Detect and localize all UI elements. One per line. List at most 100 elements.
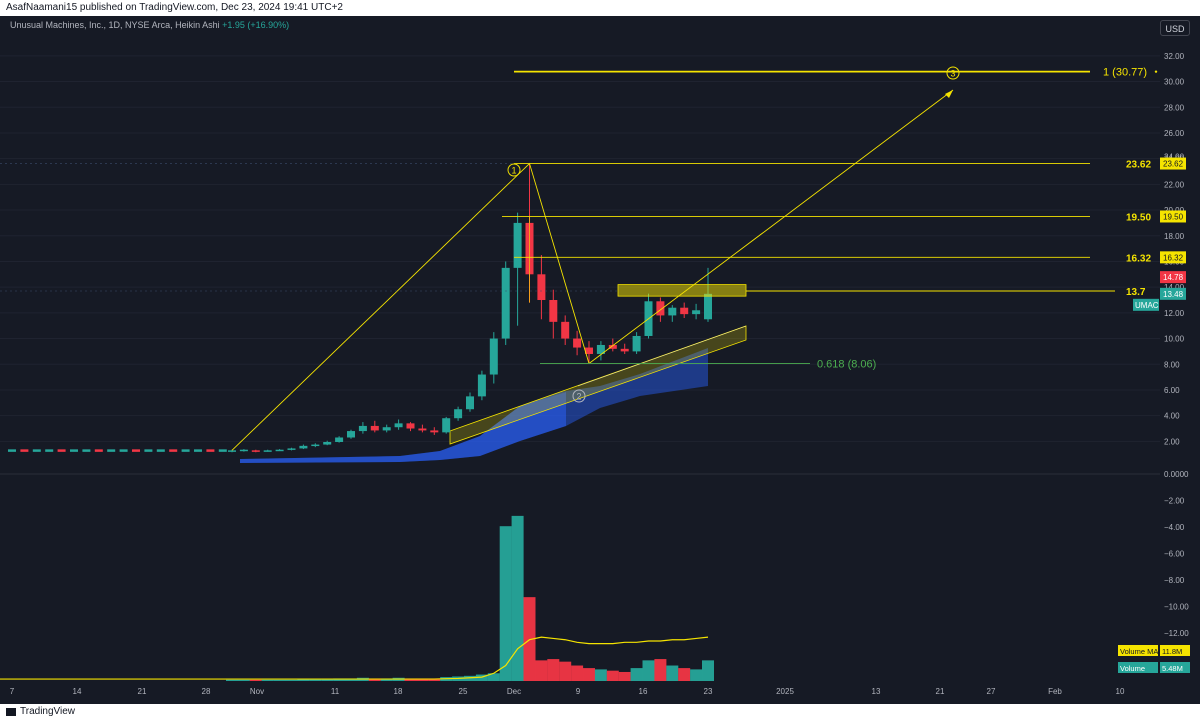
brand-bar: TradingView	[0, 704, 1200, 720]
date-axis: 7 14 21 28 Nov 11 18 25 Dec 9 16 23 2025 13 21 27 Feb 10	[10, 687, 1125, 696]
candle-body	[239, 449, 248, 452]
candle	[335, 436, 344, 443]
volume-legend-value: 11.8M	[1162, 647, 1182, 656]
price-axis-bg	[1160, 16, 1200, 704]
candle	[513, 212, 522, 326]
candle	[370, 420, 379, 433]
candle	[430, 427, 439, 435]
volume-bar	[226, 679, 238, 681]
candle	[382, 424, 391, 433]
candle-body	[45, 449, 54, 452]
price-tick-label: 22.00	[1164, 180, 1185, 189]
wave-label-circle	[507, 163, 521, 177]
level-label: 19.50	[1126, 212, 1151, 223]
candle-body	[620, 348, 629, 352]
candle	[418, 424, 427, 433]
price-tag-label: 14.78	[1163, 273, 1184, 282]
channel-mid-line	[577, 325, 747, 387]
date-tick-label: 13	[872, 687, 881, 696]
date-tick-label: 28	[202, 687, 211, 696]
wave-path-3	[588, 89, 954, 364]
candle	[573, 330, 582, 356]
volume-bar	[309, 679, 322, 681]
volume-legend-name-bg	[1118, 662, 1158, 673]
candle-body	[20, 449, 29, 452]
candle-body	[549, 300, 558, 322]
date-tick-label: 23	[704, 687, 713, 696]
wave-label-circle	[946, 66, 960, 80]
price-tag-bg	[1160, 157, 1186, 170]
candle	[549, 289, 558, 339]
candle-body	[442, 418, 451, 433]
volume-tick-label: −6.00	[1164, 550, 1185, 559]
candle	[442, 416, 451, 434]
volume-bar	[249, 679, 262, 681]
candle-body	[107, 449, 116, 452]
candle-body	[489, 338, 498, 375]
volume-legend-value: 5.48M	[1162, 664, 1183, 673]
candle-body	[194, 449, 202, 452]
price-tick-label: 10.00	[1164, 335, 1185, 344]
volume-bar	[321, 679, 334, 681]
volume-legend-name: Volume MA	[1120, 647, 1158, 656]
candle	[561, 315, 570, 345]
candle	[299, 444, 308, 450]
volume-bar	[618, 671, 631, 681]
candle-body	[251, 450, 260, 452]
currency-button[interactable]: USD	[1160, 20, 1190, 36]
candle-body	[656, 301, 665, 316]
candle-body	[668, 307, 677, 316]
volume-bar	[702, 660, 714, 681]
volume-bar	[654, 659, 667, 681]
volume-bar	[511, 515, 524, 681]
candle-body	[119, 449, 128, 452]
price-tag-bg	[1160, 287, 1186, 300]
candle	[275, 449, 284, 452]
candle	[466, 392, 474, 412]
date-tick-label: 27	[987, 687, 996, 696]
volume-tick-label: −8.00	[1164, 576, 1185, 585]
price-tick-label: 6.00	[1164, 386, 1180, 395]
volume-tick-label: −2.00	[1164, 497, 1185, 506]
date-tick-label: 21	[138, 687, 147, 696]
date-tick-label: 2025	[776, 687, 794, 696]
candle-body	[680, 307, 689, 315]
price-tag-label: 19.50	[1163, 212, 1184, 221]
candle-body	[347, 431, 355, 438]
volume-legend-value-bg	[1160, 662, 1190, 673]
price-tick-label: 18.00	[1164, 232, 1185, 241]
volume-bar	[583, 668, 595, 681]
chart-canvas[interactable]: 32.0030.0028.0026.0024.0022.0020.0018.00…	[0, 16, 1200, 704]
candle-body	[335, 437, 344, 442]
ema-band	[240, 348, 708, 463]
candle	[323, 440, 332, 446]
chart-frame[interactable]: 32.0030.0028.0026.0024.0022.0020.0018.00…	[0, 16, 1200, 704]
price-tick-label: 28.00	[1164, 103, 1185, 112]
candle	[477, 370, 486, 401]
volume-bar	[297, 679, 310, 681]
symbol-description: Unusual Machines, Inc., 1D, NYSE Arca, H…	[10, 20, 220, 30]
volume-legend-name: Volume	[1120, 664, 1145, 673]
wave-label: 3	[950, 69, 955, 79]
volume-bar	[487, 673, 500, 681]
candle-body	[454, 409, 463, 419]
price-tick-label: 2.00	[1164, 437, 1180, 446]
symbol-tag: UMAC	[1135, 301, 1159, 310]
candle-body	[263, 450, 272, 452]
symbol-legend[interactable]: Unusual Machines, Inc., 1D, NYSE Arca, H…	[10, 20, 289, 30]
candle	[263, 449, 272, 452]
candle	[347, 429, 355, 439]
candle-body	[299, 445, 308, 449]
volume-bar	[237, 679, 250, 681]
candle-body	[57, 449, 66, 452]
wave-label-circle	[572, 389, 586, 403]
candle-body	[513, 222, 522, 268]
volume-tick-label: −12.00	[1164, 629, 1189, 638]
candle-body	[596, 344, 605, 354]
candle	[311, 443, 320, 448]
candle	[537, 255, 546, 320]
horizontal-levels: 1 (30.77) 23.62 19.50 16.32 0.618 (8.06) 13.7	[0, 67, 1158, 370]
wave-label: 2	[576, 392, 581, 402]
price-tag-label: 23.62	[1163, 160, 1184, 169]
price-tick-label: 14.00	[1164, 283, 1185, 292]
